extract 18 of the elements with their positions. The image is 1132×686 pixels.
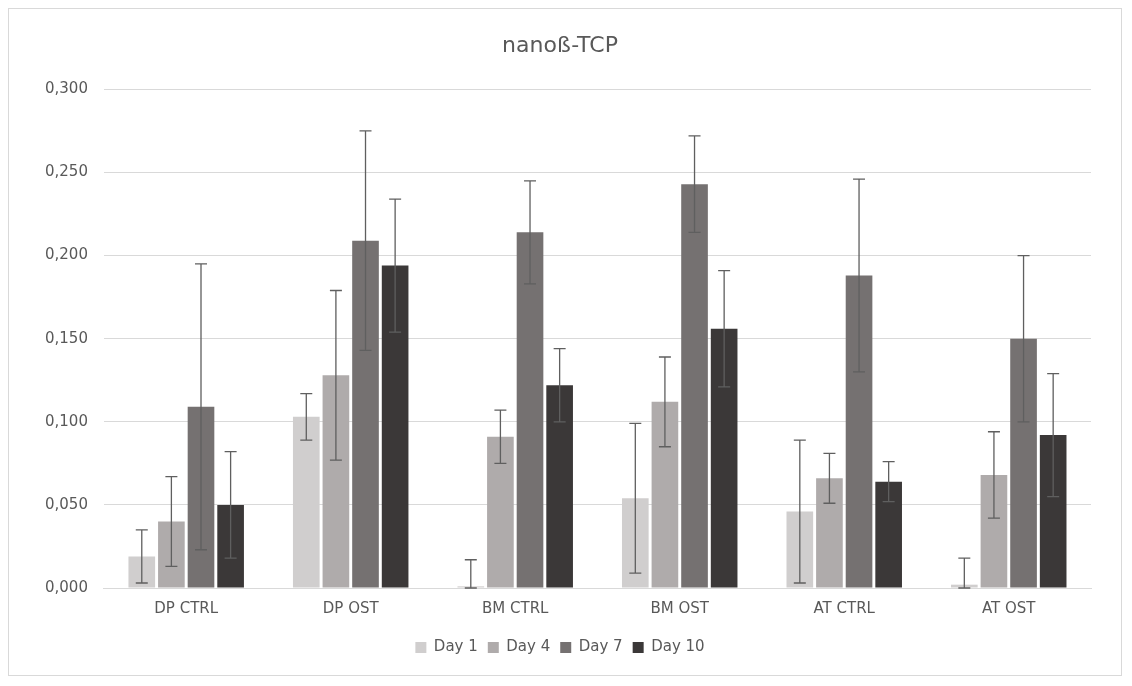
y-tick-label: 0,150 — [44, 328, 88, 347]
y-tick-label: 0,000 — [44, 577, 88, 596]
legend-label: Day 4 — [506, 637, 551, 656]
chart-title: nanoß-TCP — [502, 31, 618, 57]
y-tick-label: 0,100 — [44, 411, 88, 430]
y-tick-label: 0,050 — [44, 494, 88, 513]
y-tick-label: 0,250 — [44, 162, 88, 181]
y-tick-label: 0,200 — [44, 245, 88, 264]
y-tick-label: 0,300 — [44, 79, 88, 98]
legend-label: Day 1 — [433, 637, 478, 656]
x-tick-label: DP OST — [322, 598, 380, 617]
x-tick-label: AT CTRL — [813, 598, 876, 617]
x-tick-label: DP CTRL — [154, 598, 219, 617]
x-tick-label: BM OST — [650, 598, 710, 617]
legend-label: Day 10 — [651, 637, 705, 656]
legend-label: Day 7 — [578, 637, 623, 656]
x-tick-label: AT OST — [981, 598, 1037, 617]
x-tick-label: BM CTRL — [482, 598, 550, 617]
